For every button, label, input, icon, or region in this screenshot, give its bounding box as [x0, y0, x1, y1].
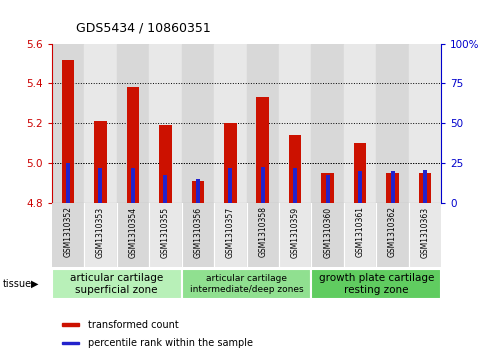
Text: growth plate cartilage
resting zone: growth plate cartilage resting zone: [318, 273, 434, 295]
Bar: [163, 175, 168, 203]
Bar: [261, 167, 265, 203]
Bar: [84, 203, 117, 267]
Bar: [117, 203, 149, 267]
Bar: [181, 269, 312, 299]
Bar: [228, 168, 232, 203]
Text: percentile rank within the sample: percentile rank within the sample: [88, 338, 252, 348]
Text: GSM1310360: GSM1310360: [323, 207, 332, 258]
Bar: [376, 44, 409, 203]
Text: ▶: ▶: [31, 279, 38, 289]
Text: GSM1310353: GSM1310353: [96, 207, 105, 258]
Bar: [99, 168, 103, 203]
Bar: [419, 173, 431, 203]
Bar: [312, 44, 344, 203]
Bar: [387, 173, 399, 203]
Text: GDS5434 / 10860351: GDS5434 / 10860351: [76, 22, 211, 35]
Text: GSM1310362: GSM1310362: [388, 207, 397, 257]
Bar: [376, 203, 409, 267]
Bar: [84, 44, 117, 203]
Bar: [312, 203, 344, 267]
Text: tissue: tissue: [2, 279, 32, 289]
Text: GSM1310363: GSM1310363: [421, 207, 429, 258]
Text: GSM1310355: GSM1310355: [161, 207, 170, 258]
Bar: [62, 342, 79, 344]
Bar: [354, 143, 366, 203]
Bar: [344, 203, 376, 267]
Bar: [214, 44, 246, 203]
Bar: [117, 44, 149, 203]
Bar: [344, 44, 376, 203]
Text: GSM1310357: GSM1310357: [226, 207, 235, 258]
Text: GSM1310352: GSM1310352: [64, 207, 72, 257]
Bar: [289, 135, 301, 203]
Bar: [321, 173, 334, 203]
Bar: [358, 171, 362, 203]
Bar: [159, 125, 172, 203]
Bar: [149, 203, 181, 267]
Bar: [293, 168, 297, 203]
Bar: [409, 203, 441, 267]
Text: GSM1310358: GSM1310358: [258, 207, 267, 257]
Bar: [423, 170, 427, 203]
Text: GSM1310354: GSM1310354: [128, 207, 138, 258]
Bar: [312, 269, 441, 299]
Bar: [325, 175, 330, 203]
Bar: [279, 203, 312, 267]
Bar: [409, 44, 441, 203]
Bar: [62, 323, 79, 326]
Bar: [224, 123, 237, 203]
Bar: [181, 44, 214, 203]
Bar: [62, 60, 74, 203]
Bar: [256, 97, 269, 203]
Bar: [196, 179, 200, 203]
Bar: [246, 44, 279, 203]
Bar: [94, 121, 106, 203]
Text: GSM1310356: GSM1310356: [193, 207, 202, 258]
Text: GSM1310361: GSM1310361: [355, 207, 365, 257]
Bar: [66, 163, 70, 203]
Text: articular cartilage
intermediate/deep zones: articular cartilage intermediate/deep zo…: [190, 274, 303, 294]
Bar: [246, 203, 279, 267]
Bar: [279, 44, 312, 203]
Bar: [214, 203, 246, 267]
Bar: [192, 181, 204, 203]
Bar: [52, 203, 84, 267]
Bar: [52, 269, 181, 299]
Bar: [149, 44, 181, 203]
Text: GSM1310359: GSM1310359: [291, 207, 300, 258]
Bar: [127, 87, 139, 203]
Bar: [390, 171, 394, 203]
Text: transformed count: transformed count: [88, 320, 178, 330]
Bar: [52, 44, 84, 203]
Bar: [131, 168, 135, 203]
Text: articular cartilage
superficial zone: articular cartilage superficial zone: [70, 273, 163, 295]
Bar: [181, 203, 214, 267]
